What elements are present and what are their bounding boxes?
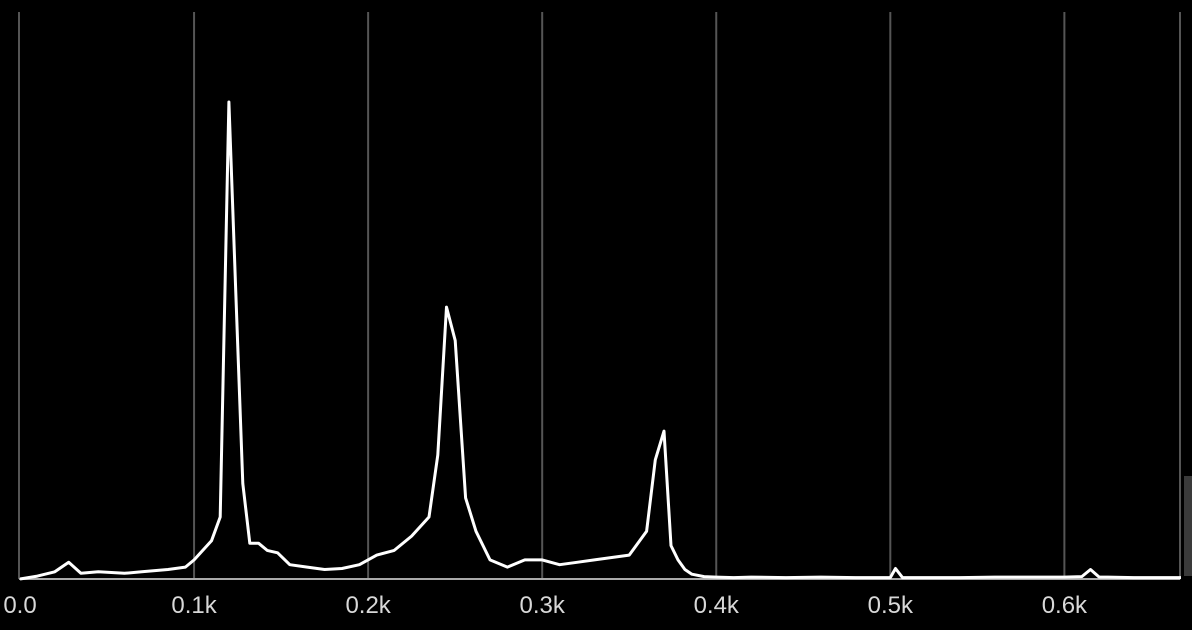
- x-tick-labels: 0.0 0.1k 0.2k 0.3k 0.4k 0.5k 0.6k: [3, 592, 1088, 619]
- series-layer: [19, 100, 1181, 581]
- grid-lines: [18, 12, 1181, 579]
- x-tick-label-2: 0.2k: [345, 592, 391, 619]
- x-tick-label-4: 0.4k: [694, 592, 740, 619]
- x-tick-label-3: 0.3k: [520, 592, 566, 619]
- series-line-0: [19, 100, 1181, 581]
- scrollbar-thumb[interactable]: [1184, 476, 1192, 576]
- x-tick-label-1: 0.1k: [171, 592, 217, 619]
- x-tick-label-6: 0.6k: [1042, 592, 1088, 619]
- x-tick-label-0: 0.0: [3, 592, 36, 619]
- x-tick-label-5: 0.5k: [868, 592, 914, 619]
